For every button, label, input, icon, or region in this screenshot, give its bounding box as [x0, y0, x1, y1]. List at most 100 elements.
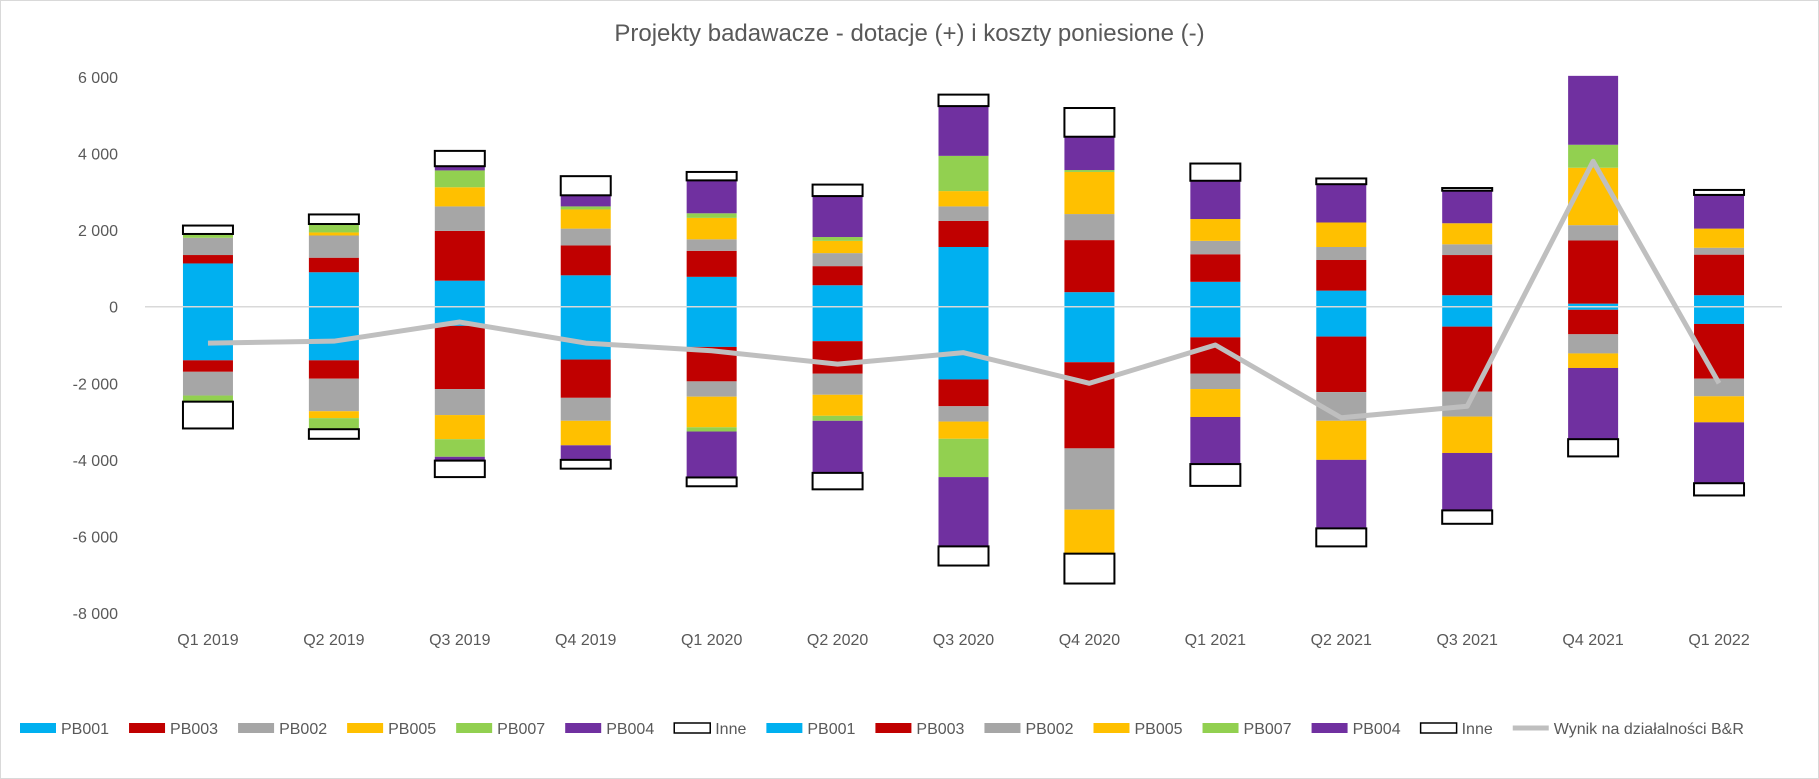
bar-inne-pos	[1315, 177, 1368, 186]
bar-pb003-neg	[1442, 326, 1493, 392]
legend-label: PB002	[1025, 721, 1073, 738]
bar-pb001-pos	[1316, 290, 1367, 307]
bar-inne-pos	[433, 149, 486, 168]
bar-pb001-pos	[938, 246, 989, 307]
bar-pb003-pos	[1442, 255, 1493, 296]
legend-swatch-pb001	[20, 723, 56, 733]
bar-pb007-pos	[1568, 144, 1619, 168]
bar-pb004-pos	[560, 195, 611, 207]
bar-pb002-pos	[308, 235, 359, 258]
bar-pb003-pos	[560, 245, 611, 276]
bar-pb005-pos	[560, 209, 611, 229]
legend-swatch-pb003	[129, 723, 166, 733]
bar-pb004-neg	[1190, 416, 1241, 465]
bar-pb003-pos	[686, 250, 737, 277]
bar-pb005-neg	[1064, 509, 1115, 554]
bar-pb004-pos	[686, 180, 737, 214]
legend-swatch-pb002	[238, 723, 275, 733]
bar-pb003-neg	[560, 359, 611, 398]
y-tick-label: 4 000	[78, 147, 118, 164]
bar-pb007-neg	[434, 439, 485, 457]
bar-inne-pos	[811, 183, 864, 198]
bar-pb001-neg	[182, 306, 233, 361]
bar-pb004-neg	[1442, 452, 1493, 511]
bar-pb002-neg	[434, 389, 485, 416]
y-axis-labels: 6 000 4 000 2 000 0 -2 000 -4 000 -6 000 -8 000	[73, 70, 118, 623]
bar-pb002-neg	[938, 406, 989, 422]
bar-pb001-neg	[1442, 306, 1493, 327]
bar-inne-neg	[1189, 463, 1242, 487]
bar-pb003-pos	[1316, 260, 1367, 291]
bar-pb004-neg	[686, 431, 737, 478]
legend-label: PB001	[807, 721, 855, 738]
bar-inne-neg	[1315, 527, 1368, 548]
bar-pb005-neg	[1316, 420, 1367, 460]
bar-pb005-neg	[1190, 389, 1241, 417]
legend-swatch-pb001	[766, 723, 803, 733]
bar-pb005-pos	[308, 232, 359, 236]
legend-swatch-pb002	[984, 723, 1021, 733]
x-tick-label: Q3 2019	[429, 632, 490, 649]
y-tick-label: 0	[109, 300, 118, 317]
bar-pb004-neg	[1568, 367, 1619, 440]
legend-label: Inne	[715, 721, 746, 738]
bar-pb004-neg	[1694, 422, 1745, 484]
bar-inne-pos	[937, 93, 990, 108]
bar-pb007-pos	[182, 233, 233, 238]
bar-pb004-pos	[938, 106, 989, 156]
bar-pb002-neg	[182, 371, 233, 396]
bar-pb003-neg	[1316, 336, 1367, 393]
bar-inne-neg	[1567, 438, 1620, 458]
bar-inne-pos	[559, 175, 612, 197]
bar-pb003-pos	[1568, 240, 1619, 304]
bar-pb004-neg	[560, 445, 611, 460]
bar-pb003-neg	[308, 360, 359, 379]
bar-inne-neg	[307, 428, 360, 440]
bar-pb003-pos	[938, 220, 989, 247]
bar-pb001-pos	[812, 285, 863, 307]
bar-pb003-pos	[1190, 254, 1241, 282]
bar-inne-neg	[433, 459, 486, 479]
bar-pb005-neg	[434, 415, 485, 440]
legend-swatch-pb004	[1311, 723, 1348, 733]
bar-pb003-pos	[1064, 240, 1115, 293]
bar-pb007-pos	[308, 224, 359, 233]
legend-swatch-pb005	[347, 723, 384, 733]
bar-inne-pos	[1063, 107, 1116, 138]
legend-swatch-pb007	[1202, 723, 1239, 733]
y-tick-label: 2 000	[78, 223, 118, 240]
bar-pb005-pos	[1442, 223, 1493, 245]
bar-inne-pos	[307, 213, 360, 226]
legend-swatch-inne	[1419, 722, 1458, 734]
bar-pb007-pos	[434, 170, 485, 188]
bar-pb005-pos	[1190, 219, 1241, 241]
legend: PB001 PB003 PB002 PB005 PB007 PB004 Inne PB001 P…	[20, 721, 1744, 738]
bar-pb007-neg	[182, 395, 233, 402]
bar-pb002-pos	[1190, 240, 1241, 255]
bar-pb001-pos	[686, 276, 737, 307]
bar-pb002-pos	[1568, 225, 1619, 241]
bar-pb007-pos	[1064, 170, 1115, 172]
bar-pb004-neg	[1316, 459, 1367, 529]
legend-label: PB004	[1353, 721, 1401, 738]
bar-pb004-pos	[1064, 136, 1115, 171]
bar-pb005-pos	[1064, 171, 1115, 215]
bar-pb005-neg	[1568, 353, 1619, 368]
bars-layer	[181, 75, 1746, 585]
bar-pb003-neg	[434, 325, 485, 390]
legend-swatch-inne	[673, 722, 711, 734]
result-line	[207, 158, 1722, 421]
bar-inne-pos	[1693, 188, 1746, 196]
bar-pb001-pos	[1442, 295, 1493, 307]
bar-inne-neg	[1063, 552, 1116, 585]
bar-pb002-pos	[1442, 244, 1493, 256]
bar-pb002-pos	[1064, 214, 1115, 241]
x-tick-label: Q1 2019	[177, 632, 238, 649]
bar-pb005-pos	[434, 187, 485, 207]
bar-pb001-neg	[560, 306, 611, 360]
x-tick-label: Q4 2019	[555, 632, 616, 649]
legend-label: PB005	[388, 721, 436, 738]
bar-inne-pos	[1441, 187, 1494, 192]
bar-pb007-neg	[308, 418, 359, 430]
